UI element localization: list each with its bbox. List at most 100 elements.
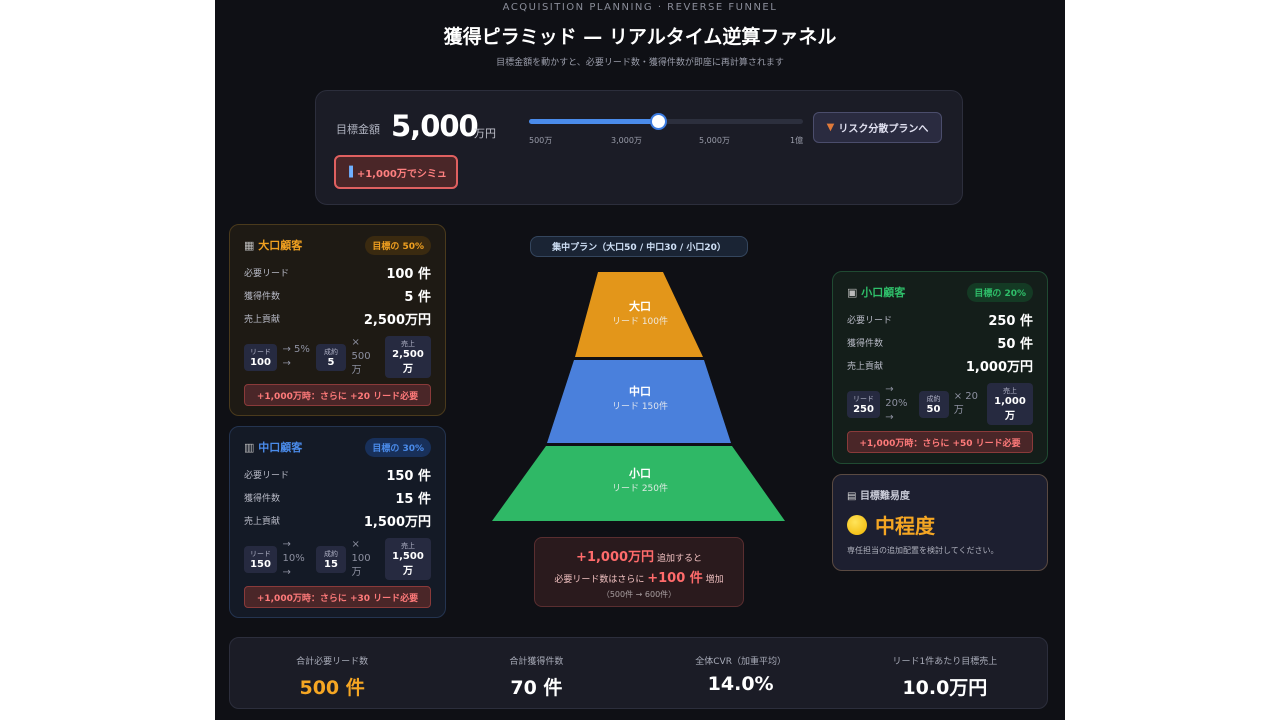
lead-box: リード 250 (847, 390, 880, 418)
metric-value: 250 件 (988, 314, 1033, 329)
summary-label: 全体CVR（加重平均） (695, 657, 786, 667)
share-badge: 目標の 50% (365, 235, 431, 255)
box-label: 成約 (926, 394, 941, 403)
box-value: 15 (324, 558, 338, 570)
metric-value: 5 件 (404, 290, 431, 305)
layer-sub: リード 150件 (611, 402, 669, 412)
metric-value: 2,500万円 (363, 313, 431, 328)
metric-row: 獲得件数 15 件 (244, 486, 431, 509)
slider-tick: 1億 (790, 136, 804, 145)
share-badge: 目標の 30% (365, 437, 431, 457)
metric-value: 150 件 (386, 469, 431, 484)
pyramid-layer-mid[interactable] (547, 360, 731, 443)
metric-label: 売上貢献 (847, 362, 884, 372)
difficulty-level: 中程度 (875, 514, 935, 538)
layer-name: 中口 (629, 385, 651, 398)
deal-box: 成約 15 (316, 545, 346, 573)
conversion-flow: リード 150 → 10% → 成約 15 × 100 万売上 1,500 万 (244, 538, 431, 580)
metric-label: 獲得件数 (847, 339, 884, 349)
summary-label: 合計必要リード数 (296, 657, 369, 667)
sales-box: 売上 2,500 万 (385, 336, 431, 378)
summary-value: 500 件 (299, 677, 365, 699)
conversion-rate: → 10% → (282, 539, 305, 578)
app: ACQUISITION PLANNING · REVERSE FUNNEL 獲得… (215, 0, 1065, 720)
metric-label: 獲得件数 (244, 292, 281, 302)
deal-box: 成約 50 (918, 390, 949, 418)
difficulty-card: ▤ 目標難易度 中程度 専任担当の追加配置を検討してください。 (832, 474, 1048, 571)
box-label: リード (250, 347, 271, 356)
box-value: 100 (250, 356, 271, 368)
slider-tick: 3,000万 (611, 136, 642, 145)
share-badge: 目標の 20% (967, 282, 1033, 302)
lead-box: リード 100 (244, 343, 277, 371)
metric-label: 必要リード (847, 316, 893, 326)
conversion-rate: → 5% → (282, 344, 310, 369)
eyebrow: ACQUISITION PLANNING · REVERSE FUNNEL (502, 2, 778, 13)
metric-row: 必要リード 100 件 (244, 261, 431, 284)
box-value: 1,500 万 (392, 551, 424, 577)
goal-unit: 万円 (474, 127, 496, 140)
box-value: 2,500 万 (392, 349, 424, 375)
plan-badge: 集中プラン（大口50 / 中口30 / 小口20） (530, 236, 748, 257)
simulate-button[interactable]: ▐ +1,000万でシミュ (334, 155, 458, 189)
metric-label: 獲得件数 (244, 494, 281, 504)
summary-total-leads: 合計必要リード数 500 件 (230, 638, 434, 708)
goal-panel: 目標金額 5,000 万円 500万 3,000万 5,000万 1億 ▼ リスク… (315, 90, 963, 205)
building-icon: ▦ (244, 239, 255, 252)
box-label: 売上 (1003, 387, 1017, 395)
summary-sales-per-lead: リード1件あたり目標売上 10.0万円 (843, 638, 1047, 708)
summary-value: 10.0万円 (902, 677, 988, 699)
metric-row: 売上貢献 1,500万円 (244, 509, 431, 532)
metric-row: 獲得件数 5 件 (244, 284, 431, 307)
risk-plan-button[interactable]: ▼ リスク分散プランへ (813, 112, 942, 143)
delta-box: +1,000万円 追加すると 必要リード数はさらに +100 件 増加 （500… (534, 537, 744, 607)
metric-label: 売上貢献 (244, 517, 281, 527)
slider-tick: 5,000万 (699, 136, 730, 145)
segment-card-mid: ▥ 中口顧客 目標の 30% 必要リード 150 件獲得件数 15 件売上貢献 1,500… (229, 426, 446, 618)
goal-slider[interactable] (529, 113, 803, 130)
metric-value: 15 件 (395, 492, 431, 507)
increment-warning: +1,000万時：さらに +20 リード必要 (244, 384, 431, 406)
office-icon: ▥ (244, 441, 255, 454)
metric-label: 必要リード (244, 471, 290, 481)
conversion-rate: → 20% → (885, 384, 908, 423)
slider-thumb[interactable] (649, 113, 667, 130)
segment-card-small: ▣ 小口顧客 目標の 20% 必要リード 250 件獲得件数 50 件売上貢献 1,000… (832, 271, 1048, 464)
goal-value: 5,000 (391, 109, 479, 143)
layer-name: 大口 (629, 300, 651, 313)
box-label: リード (853, 394, 874, 403)
delta-range: （500件 → 600件） (601, 590, 677, 599)
layer-name: 小口 (629, 467, 651, 480)
increment-warning: +1,000万時：さらに +30 リード必要 (244, 586, 431, 608)
delta-text: 必要リード数はさらに (554, 575, 645, 585)
metric-row: 獲得件数 50 件 (847, 331, 1033, 354)
conversion-flow: リード 250 → 20% → 成約 50 × 20 万売上 1,000 万 (847, 383, 1033, 425)
metric-value: 1,500万円 (363, 515, 431, 530)
summary-cvr: 全体CVR（加重平均） 14.0% (639, 638, 843, 708)
shop-icon: ▣ (847, 286, 858, 299)
unit-price: × 100 万 (351, 539, 371, 578)
box-label: 売上 (401, 542, 415, 550)
layer-label-mid: 中口リード 150件 (585, 383, 695, 412)
clipboard-icon: ▤ (847, 491, 857, 502)
sales-box: 売上 1,500 万 (385, 538, 431, 580)
layer-sub: リード 100件 (611, 317, 669, 327)
metric-row: 売上貢献 2,500万円 (244, 307, 431, 330)
metric-value: 50 件 (997, 337, 1033, 352)
pyramid-layer-small[interactable] (492, 446, 785, 521)
box-value: 50 (926, 403, 941, 415)
metric-row: 売上貢献 1,000万円 (847, 354, 1033, 377)
pyramid-layer-large[interactable] (575, 272, 703, 357)
box-value: 250 (853, 403, 874, 415)
delta-leads: +100 件 (647, 571, 703, 586)
unit-price: × 20 万 (953, 391, 979, 416)
summary-value: 14.0% (707, 673, 774, 695)
delta-amount: +1,000万円 (576, 550, 655, 565)
box-label: 売上 (401, 340, 415, 348)
delta-text: 増加 (705, 575, 724, 585)
box-label: 成約 (324, 549, 338, 558)
unit-price: × 500 万 (351, 337, 371, 376)
summary-value: 70 件 (510, 677, 563, 699)
segment-card-large: ▦ 大口顧客 目標の 50% 必要リード 100 件獲得件数 5 件売上貢献 2,500万… (229, 224, 446, 416)
page-subtitle: 目標金額を動かすと、必要リード数・獲得件数が即座に再計算されます (496, 58, 784, 68)
